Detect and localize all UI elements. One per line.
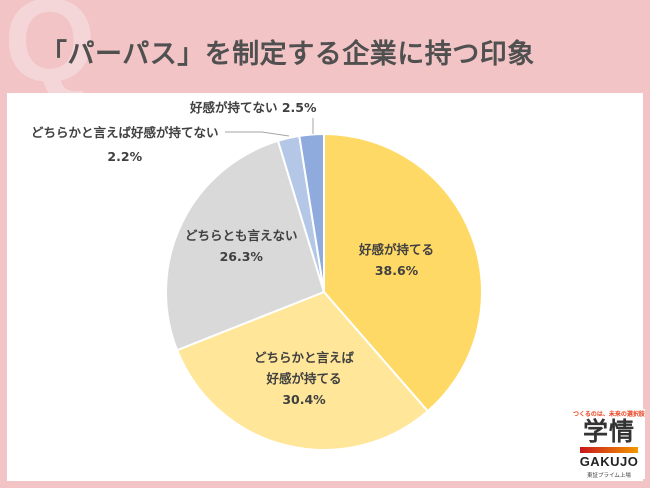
logo-kanji: 学情 — [582, 417, 635, 446]
label-slice-2: どちらとも言えない 26.3% — [185, 225, 298, 267]
label-slice-3: どちらかと言えば好感が持てない 2.2% — [31, 121, 219, 169]
pie-slice-1 — [175, 290, 430, 451]
label-slice-4: 好感が持てない 2.5% — [190, 97, 317, 118]
logo-subtitle: 東証プライム上場 — [587, 473, 631, 479]
pie-slice-4 — [298, 132, 325, 293]
leader-line-slice-3 — [225, 131, 290, 137]
gakujo-logo: つくるのは、未来の選択肢 学情 GAKUJO 東証プライム上場 — [573, 409, 645, 479]
pie-slice-0 — [323, 132, 483, 413]
slice-0-value: 38.6% — [374, 263, 419, 278]
logo-bar — [580, 447, 638, 453]
slice-3-value: 2.2% — [107, 149, 143, 164]
label-slice-0: 好感が持てる 38.6% — [359, 239, 434, 281]
logo-english: GAKUJO — [579, 454, 639, 469]
slice-2-value: 26.3% — [219, 249, 263, 264]
slice-4-name-value: 好感が持てない 2.5% — [190, 100, 317, 115]
slice-1-value: 30.4% — [282, 392, 326, 407]
chart-card: 好感が持てる 38.6% どちらかと言えば 好感が持てる 30.4% どちらとも… — [7, 93, 645, 481]
slice-1-name-b: 好感が持てる — [266, 371, 342, 386]
logo-tagline: つくるのは、未来の選択肢 — [573, 411, 645, 418]
slice-3-name: どちらかと言えば好感が持てない — [31, 125, 219, 140]
label-slice-1: どちらかと言えば 好感が持てる 30.4% — [254, 347, 354, 410]
q-watermark: Q — [4, 0, 96, 107]
slice-1-name-a: どちらかと言えば — [254, 350, 355, 365]
slice-2-name: どちらとも言えない — [185, 228, 298, 243]
slice-0-name: 好感が持てる — [359, 242, 435, 257]
pie-chart — [165, 118, 483, 451]
pie-slice-2 — [165, 139, 326, 352]
page-title: 「パーパス」を制定する企業に持つ印象 — [40, 39, 535, 70]
